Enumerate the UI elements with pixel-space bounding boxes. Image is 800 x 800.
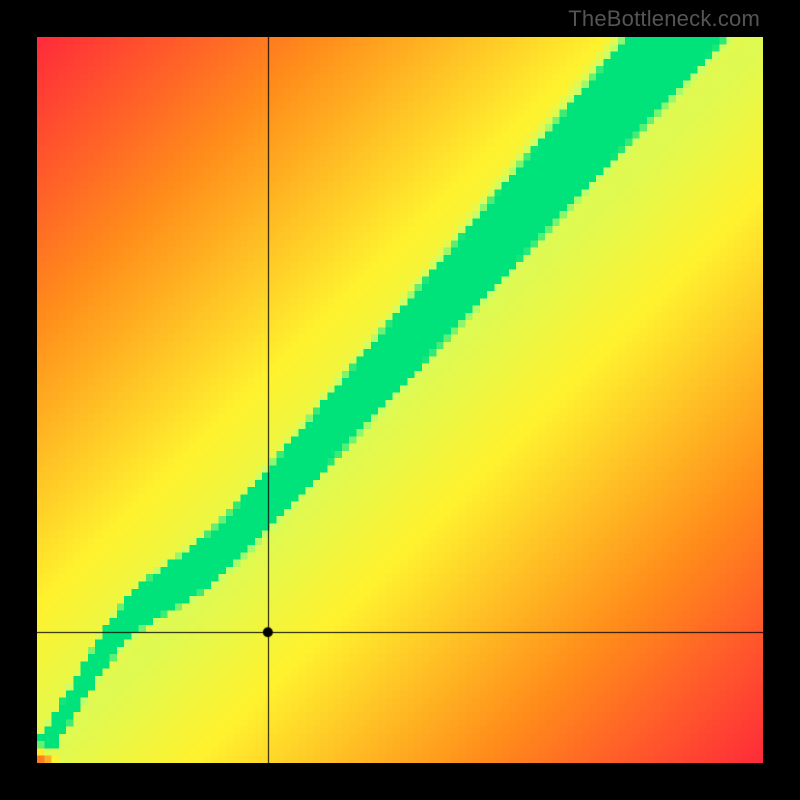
chart-container: TheBottleneck.com (0, 0, 800, 800)
crosshair-overlay (37, 37, 763, 763)
watermark-text: TheBottleneck.com (568, 6, 760, 32)
